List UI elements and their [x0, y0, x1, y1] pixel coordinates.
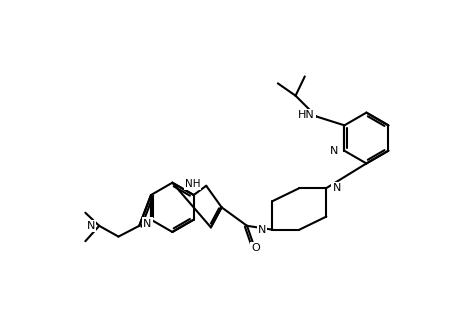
Text: N: N — [258, 225, 266, 235]
Text: N: N — [87, 221, 95, 231]
Text: HN: HN — [298, 110, 315, 120]
Text: N: N — [143, 218, 152, 229]
Text: N: N — [330, 146, 338, 156]
Text: O: O — [251, 243, 260, 253]
Text: NH: NH — [185, 179, 200, 189]
Text: N: N — [333, 183, 341, 193]
